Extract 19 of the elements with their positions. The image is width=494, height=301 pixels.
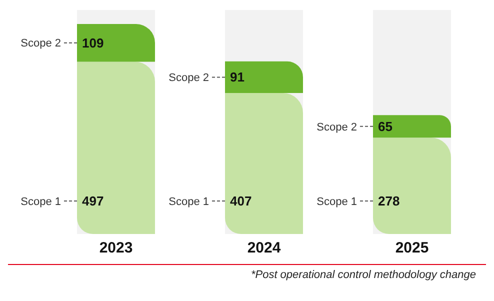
text: Scope 1 — [20, 196, 61, 208]
data-label: 407 — [230, 194, 252, 209]
text: *Post operational control methodology change — [250, 269, 477, 281]
data-label: 91 — [230, 70, 244, 85]
x-tick-label: 2023 — [99, 240, 133, 257]
data-label: 497 — [82, 194, 104, 209]
data-label: 65 — [378, 118, 392, 134]
bar — [373, 115, 451, 138]
data-label: 109 — [82, 35, 104, 50]
series-label: Scope 1 — [168, 196, 209, 208]
x-tick-label: 2025 — [395, 240, 429, 257]
data-label: 278 — [378, 194, 400, 209]
bar — [77, 24, 155, 62]
text: Scope 2 — [316, 121, 357, 134]
x-tick-label: 2024 — [247, 240, 282, 257]
text: Scope 2 — [168, 72, 209, 84]
series-label: Scope 2 — [20, 38, 61, 50]
bar — [225, 61, 303, 93]
text: Scope 1 — [316, 196, 357, 208]
